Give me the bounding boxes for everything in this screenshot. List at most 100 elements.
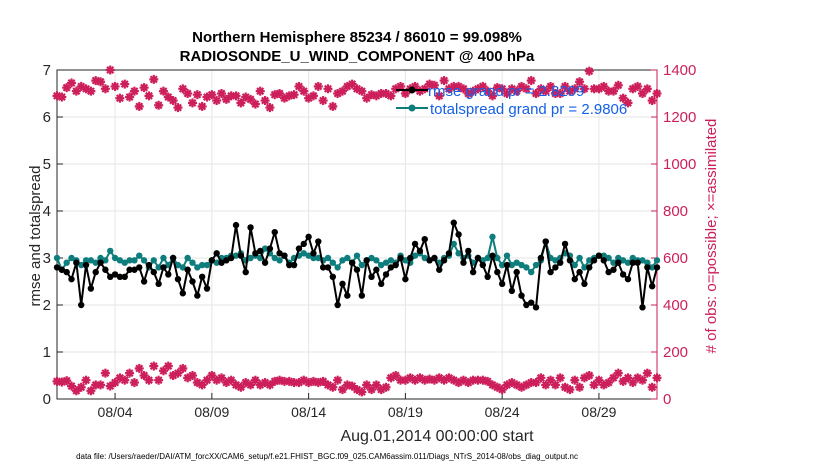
rmse-point-29 <box>194 292 201 299</box>
obs-point-2-68 <box>381 89 391 98</box>
obs-point-2-80 <box>439 76 449 86</box>
obs-point-2-115 <box>608 86 618 96</box>
rmse-point-36 <box>227 254 235 262</box>
rmse-point-23 <box>165 271 172 278</box>
y-tick-label-right-0: 0 <box>663 391 671 408</box>
obs-count-series <box>52 65 662 397</box>
y-tick-label-right-3: 600 <box>663 250 688 267</box>
obs-point-2-107 <box>570 84 580 94</box>
spread-point-43 <box>261 245 269 252</box>
obs-point-2-51 <box>299 86 309 96</box>
rmse-point-93 <box>503 261 511 269</box>
obs-point-2-18 <box>139 83 149 93</box>
obs-point-2-57 <box>328 101 338 111</box>
obs-point-3-19 <box>144 375 154 385</box>
rmse-point-24 <box>169 254 177 262</box>
obs-point-2-90 <box>487 91 497 101</box>
y-tick-label-right-7: 1400 <box>663 62 696 79</box>
obs-point-2-29 <box>192 90 202 100</box>
obs-point-3-21 <box>154 375 164 385</box>
y-tick-label-left-7: 7 <box>43 62 51 79</box>
spread-point-62 <box>353 252 361 259</box>
obs-point-2-17 <box>134 101 144 111</box>
spread-point-83 <box>455 250 462 257</box>
rmse-point-88 <box>479 261 487 269</box>
legend-rmse-marker <box>408 86 416 94</box>
rmse-point-47 <box>281 252 288 259</box>
rmse-point-106 <box>566 257 574 264</box>
rmse-point-113 <box>600 257 607 264</box>
obs-point-2-21 <box>154 100 164 110</box>
obs-point-2-78 <box>429 80 439 90</box>
spread-point-0 <box>53 254 61 262</box>
x-tick-labels: 08/04 08/09 08/14 08/19 08/24 08/29 <box>98 404 617 420</box>
obs-point-3-102 <box>546 375 556 385</box>
spread-point-63 <box>358 261 366 269</box>
y-tick-label-left-4: 4 <box>43 203 51 220</box>
obs-point-2-120 <box>633 81 643 91</box>
rmse-point-94 <box>508 287 516 295</box>
obs-point-3-14 <box>120 375 130 385</box>
obs-point-2-98 <box>526 76 536 86</box>
rmse-point-96 <box>518 292 525 299</box>
rmse-point-50 <box>295 245 303 252</box>
obs-point-3-37 <box>231 380 241 390</box>
rmse-point-62 <box>353 266 361 273</box>
spread-point-10 <box>102 257 109 264</box>
obs-point-2-95 <box>512 86 522 96</box>
rmse-point-82 <box>450 219 457 226</box>
rmse-point-26 <box>179 290 187 297</box>
spread-point-11 <box>107 247 114 255</box>
rmse-point-46 <box>276 250 283 257</box>
spread-point-119 <box>629 254 637 262</box>
obs-point-2-44 <box>265 103 275 113</box>
obs-point-3-57 <box>328 382 338 392</box>
spread-point-67 <box>377 261 385 269</box>
spread-point-15 <box>126 257 133 264</box>
obs-point-3-92 <box>497 385 507 395</box>
obs-point-2-97 <box>521 84 531 94</box>
spread-point-110 <box>586 257 593 264</box>
spread-point-74 <box>411 252 419 259</box>
obs-point-2-34 <box>217 89 227 98</box>
rmse-point-104 <box>557 259 564 266</box>
rmse-point-90 <box>489 252 496 259</box>
rmse-point-4 <box>73 259 80 266</box>
obs-point-2-55 <box>318 96 328 106</box>
obs-point-2-42 <box>255 86 265 96</box>
rmse-point-17 <box>136 264 143 271</box>
obs-point-2-43 <box>260 96 270 106</box>
obs-point-3-16 <box>129 378 139 388</box>
y-tick-label-right-6: 1200 <box>663 109 696 126</box>
rmse-point-27 <box>184 266 191 273</box>
spread-point-66 <box>373 257 380 264</box>
rmse-point-52 <box>305 233 312 241</box>
rmse-point-7 <box>87 285 95 292</box>
obs-point-3-26 <box>178 363 188 373</box>
rmse-point-95 <box>513 268 520 276</box>
obs-point-3-99 <box>531 378 541 388</box>
spread-point-98 <box>527 268 535 276</box>
rmse-point-54 <box>315 238 322 245</box>
obs-point-3-6 <box>81 375 91 385</box>
obs-point-2-46 <box>275 89 285 98</box>
rmse-point-22 <box>160 264 167 271</box>
rmse-point-117 <box>619 271 627 278</box>
obs-point-2-110 <box>584 66 594 76</box>
spread-point-65 <box>368 254 375 262</box>
rmse-point-48 <box>286 261 293 269</box>
obs-point-3-15 <box>125 368 135 378</box>
y-tick-label-left-3: 3 <box>43 250 51 267</box>
rmse-point-122 <box>644 264 651 271</box>
spread-point-117 <box>619 257 627 264</box>
rmse-point-44 <box>266 245 274 252</box>
spread-point-59 <box>339 257 346 264</box>
y-tick-label-left-6: 6 <box>43 109 51 126</box>
spread-point-113 <box>600 252 607 259</box>
spread-point-7 <box>87 257 95 264</box>
obs-point-2-56 <box>323 84 333 94</box>
obs-point-2-19 <box>144 91 154 101</box>
obs-point-3-22 <box>158 366 168 376</box>
rmse-point-63 <box>358 292 366 299</box>
spread-point-30 <box>198 261 206 269</box>
